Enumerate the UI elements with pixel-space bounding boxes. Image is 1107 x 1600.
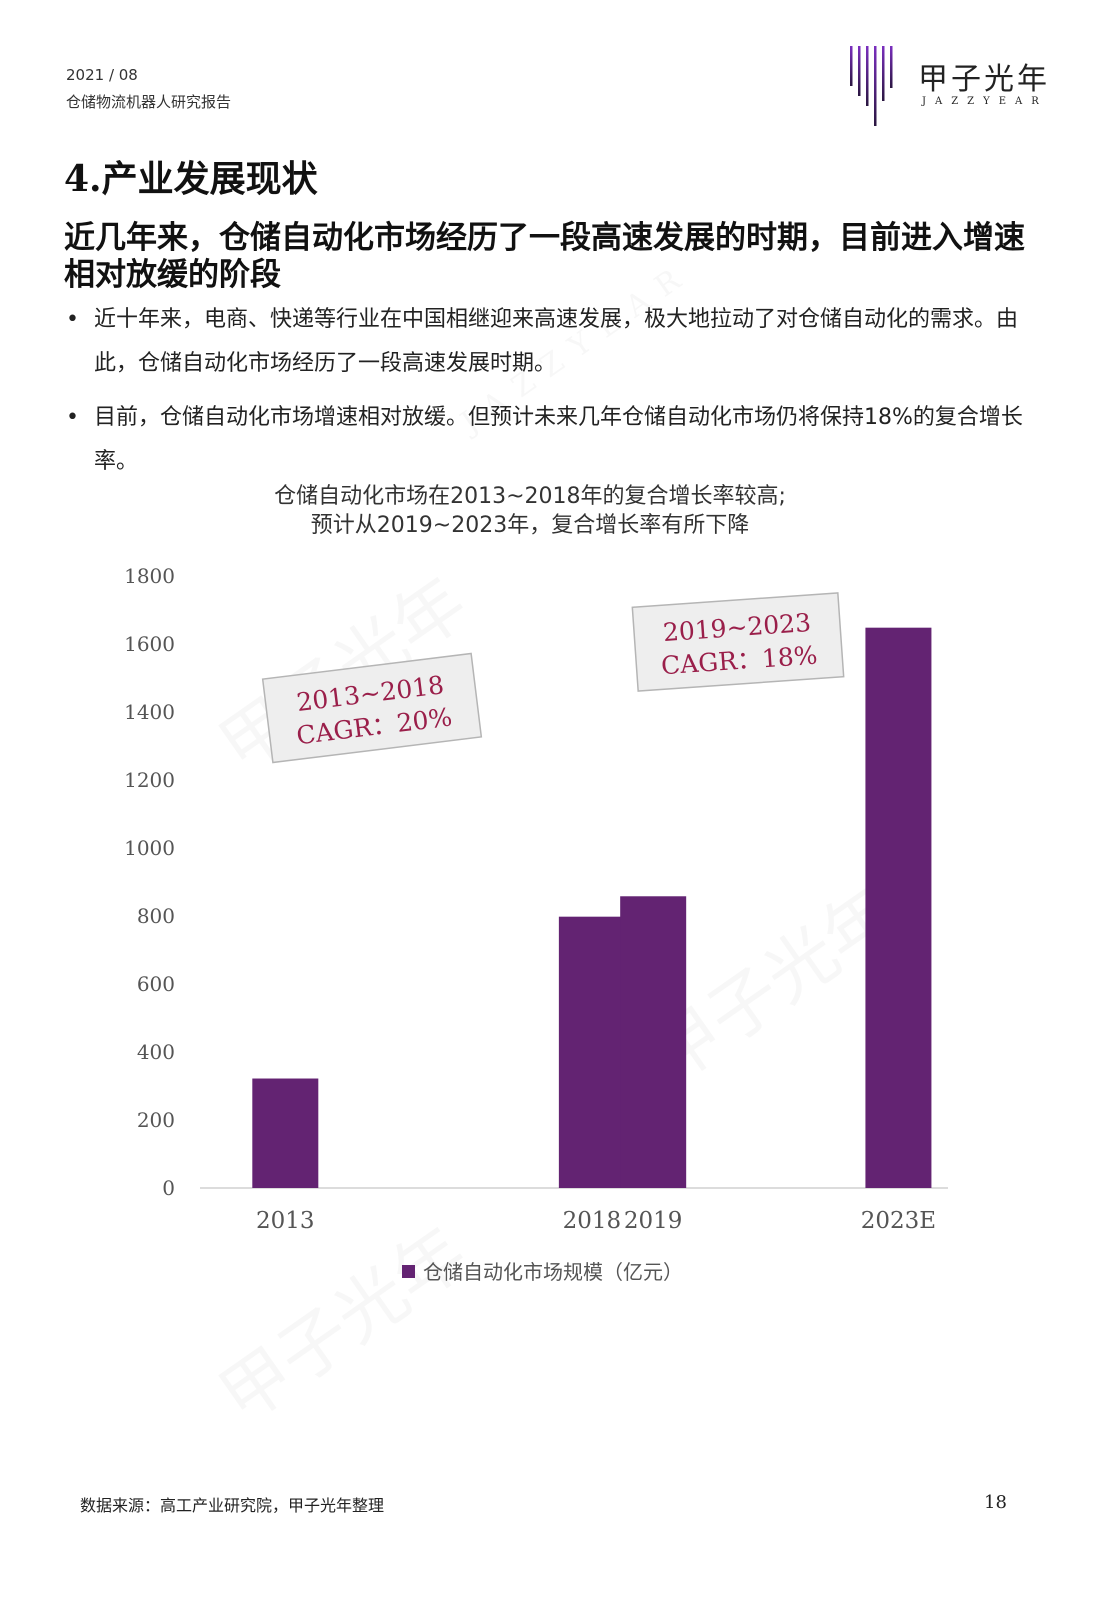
- logo-bars-icon: [850, 46, 893, 126]
- y-tick-label: 1600: [124, 632, 175, 656]
- chart-title-line2: 预计从2019~2023年，复合增长率有所下降: [310, 513, 750, 538]
- bar: [558, 916, 625, 1188]
- y-tick-label: 400: [137, 1040, 175, 1064]
- report-date: 2021 / 08: [66, 66, 138, 84]
- y-tick-label: 1000: [124, 836, 175, 860]
- x-tick-label: 2018: [563, 1208, 622, 1234]
- jazzyear-logo: 甲子光年 JAZZYEAR: [846, 46, 1066, 136]
- y-tick-label: 0: [162, 1176, 175, 1200]
- annotation-box: [631, 592, 845, 692]
- page-number: 18: [984, 1492, 1007, 1513]
- logo-chinese-name: 甲子光年: [918, 62, 1050, 97]
- logo-english-name: JAZZYEAR: [922, 96, 1048, 107]
- y-tick-label: 600: [137, 972, 175, 996]
- report-title: 仓储物流机器人研究报告: [66, 93, 232, 111]
- y-tick-label: 1400: [124, 700, 175, 724]
- y-tick-label: 800: [137, 904, 175, 928]
- bar: [620, 896, 687, 1188]
- x-tick-label: 2023E: [861, 1208, 936, 1234]
- y-tick-label: 1200: [124, 768, 175, 792]
- bar: [252, 1078, 319, 1188]
- x-tick-label: 2013: [256, 1208, 315, 1234]
- annotation-box: [261, 652, 483, 764]
- x-tick-label: 2019: [624, 1208, 683, 1234]
- bar: [865, 627, 932, 1188]
- section-title: 4.产业发展现状: [64, 158, 318, 200]
- bullet-item: 近十年来，电商、快递等行业在中国相继迎来高速发展，极大地拉动了对仓储自动化的需求…: [64, 298, 1044, 386]
- y-tick-label: 200: [137, 1108, 175, 1132]
- data-source: 数据来源：高工产业研究院，甲子光年整理: [80, 1496, 385, 1515]
- headline: 近几年来，仓储自动化市场经历了一段高速发展的时期，目前进入增速相对放缓的阶段: [64, 220, 1025, 293]
- bar-chart: 0 200 400 600 800 1000 1200 1400 1600 1800 2013 201…: [124, 564, 948, 1284]
- bullet-item: 目前，仓储自动化市场增速相对放缓。但预计未来几年仓储自动化市场仍将保持18%的复…: [64, 396, 1044, 484]
- y-tick-label: 1800: [124, 564, 175, 588]
- bullet-list: 近十年来，电商、快递等行业在中国相继迎来高速发展，极大地拉动了对仓储自动化的需求…: [64, 298, 1044, 494]
- legend-swatch: [402, 1265, 415, 1278]
- chart-title-line1: 仓储自动化市场在2013~2018年的复合增长率较高;: [274, 484, 786, 509]
- legend-label: 仓储自动化市场规模（亿元）: [423, 1260, 683, 1284]
